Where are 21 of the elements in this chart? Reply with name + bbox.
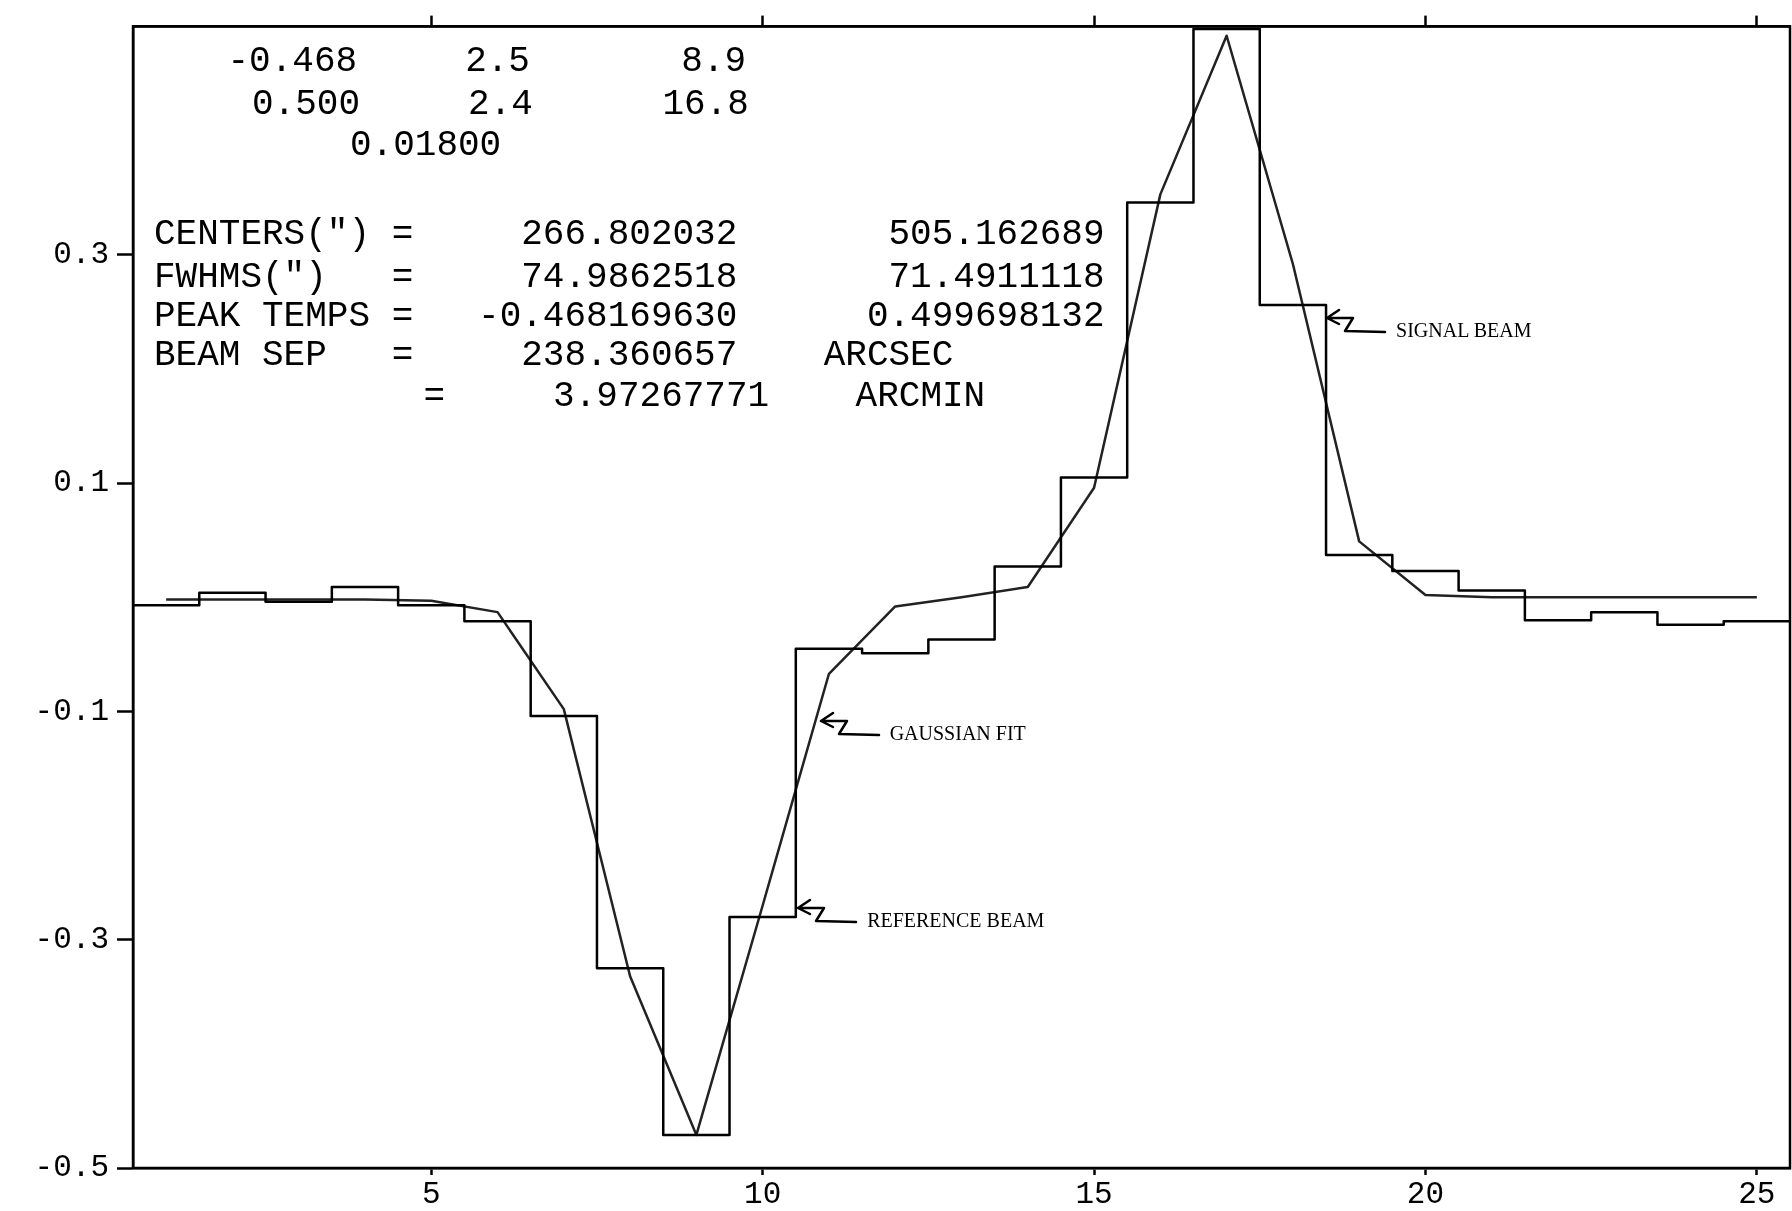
y-tick-label: -0.5: [34, 1150, 109, 1186]
annotation: GAUSSIAN FIT: [889, 721, 1026, 744]
y-tick-label: 0.1: [53, 465, 109, 501]
x-tick-label: 25: [1738, 1176, 1776, 1211]
x-tick-label: 5: [421, 1176, 441, 1211]
annotation: = 3.97267771 ARCMIN: [423, 375, 986, 417]
annotation: 0.500 2.4 16.8: [252, 83, 749, 125]
annotation: CENTERS(") = 266.802032 505.162689: [154, 213, 1105, 255]
annotation: SIGNAL BEAM: [1396, 318, 1532, 341]
annotation: REFERENCE BEAM: [867, 909, 1045, 932]
y-tick-label: -0.3: [34, 921, 109, 957]
x-tick-label: 10: [744, 1176, 782, 1211]
annotation: FWHMS(") = 74.9862518 71.4911118: [154, 256, 1105, 298]
annotation: -0.468 2.5 8.9: [227, 40, 746, 82]
annotation: BEAM SEP = 238.360657 ARCSEC: [154, 334, 954, 376]
x-tick-label: 15: [1075, 1176, 1113, 1211]
y-tick-label: 0.3: [53, 237, 109, 273]
y-tick-label: -0.1: [34, 693, 109, 729]
annotation: 0.01800: [350, 124, 502, 166]
annotation: PEAK TEMPS = -0.468169630 0.499698132: [154, 295, 1105, 337]
x-tick-label: 20: [1406, 1176, 1445, 1211]
